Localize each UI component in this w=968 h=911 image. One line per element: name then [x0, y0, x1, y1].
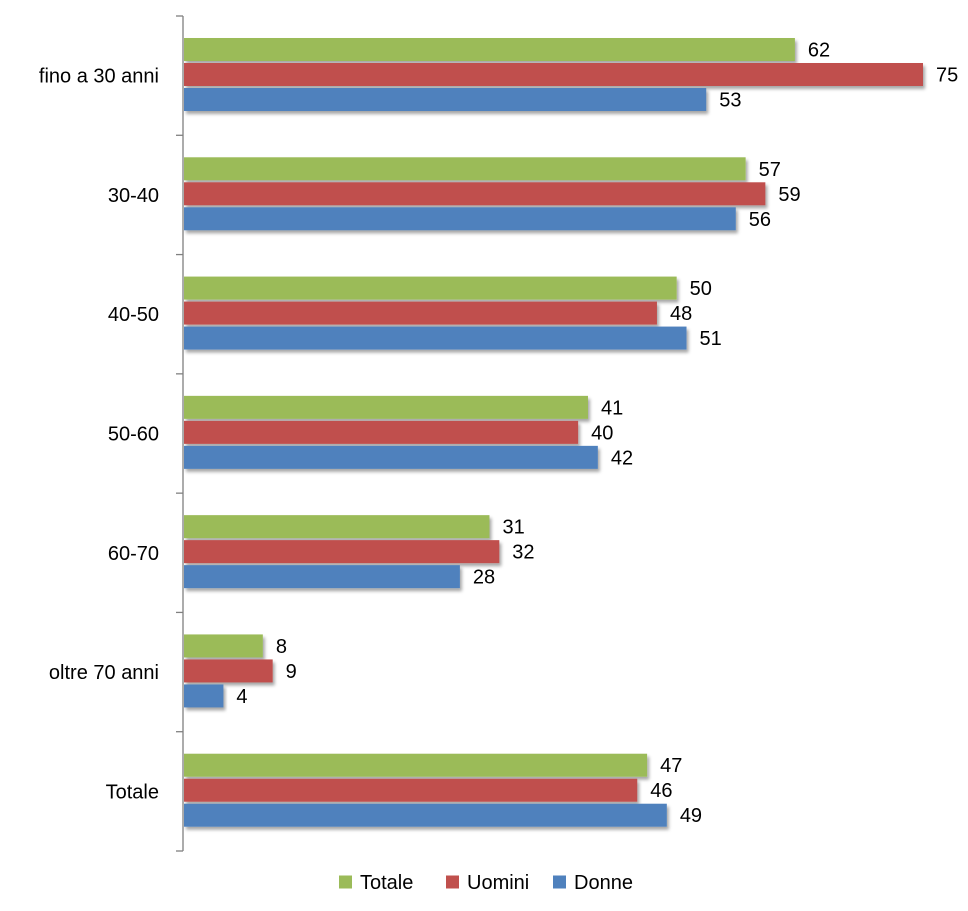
category-axis: fino a 30 anni 30-40 40-50 50-60 60-70 oltre …	[39, 15, 184, 852]
data-label-uomini-60-70: 32	[512, 542, 534, 564]
legend-label-totale: Totale	[360, 872, 413, 894]
data-label-totale-60-70: 31	[502, 517, 524, 539]
bar-donne-40-50	[184, 326, 687, 350]
bar-totale-50-60	[184, 395, 588, 419]
legend-swatch-uomini	[446, 875, 459, 889]
bar-uomini-fino-a-30-anni	[184, 63, 923, 86]
data-label-uomini-totale: 46	[650, 780, 672, 802]
bars-layer	[184, 38, 923, 827]
legend: Totale Uomini Donne	[339, 872, 633, 894]
legend-swatch-totale	[339, 875, 352, 889]
bar-uomini-totale	[184, 778, 638, 802]
bar-uomini-40-50	[184, 301, 657, 325]
bar-uomini-oltre-70-anni	[184, 659, 273, 683]
data-labels: 62 75 53 57 59 56 50 48 51 41 40 42 31 32 28 8 9 4 47 46 49	[236, 40, 958, 828]
bar-uomini-60-70	[184, 540, 500, 564]
bar-totale-totale	[184, 753, 648, 777]
legend-swatch-donne	[553, 875, 566, 889]
data-label-donne-40-50: 51	[700, 328, 722, 350]
data-label-uomini-50-60: 40	[591, 422, 613, 444]
category-label-totale: Totale	[106, 781, 159, 803]
data-label-uomini-30-40: 59	[778, 184, 800, 206]
category-label-50-60: 50-60	[108, 424, 159, 446]
data-label-uomini-fino-a-30-anni: 75	[936, 65, 958, 87]
legend-label-uomini: Uomini	[467, 872, 529, 894]
legend-item-donne: Donne	[553, 872, 633, 894]
data-label-totale-50-60: 41	[601, 397, 623, 419]
bar-donne-oltre-70-anni	[184, 684, 224, 708]
legend-item-uomini: Uomini	[446, 872, 529, 894]
data-label-totale-30-40: 57	[759, 159, 781, 181]
data-label-uomini-40-50: 48	[670, 303, 692, 325]
legend-label-donne: Donne	[574, 872, 633, 894]
data-label-totale-oltre-70-anni: 8	[276, 636, 287, 658]
data-label-totale-totale: 47	[660, 755, 682, 777]
data-label-totale-fino-a-30-anni: 62	[808, 40, 830, 62]
category-label-oltre-70-anni: oltre 70 anni	[49, 662, 159, 684]
data-label-totale-40-50: 50	[690, 278, 712, 300]
bar-donne-50-60	[184, 445, 598, 469]
bar-donne-60-70	[184, 565, 460, 589]
bar-totale-30-40	[184, 157, 746, 181]
data-label-donne-30-40: 56	[749, 209, 771, 231]
bar-donne-fino-a-30-anni	[184, 88, 707, 111]
data-label-donne-totale: 49	[680, 805, 702, 827]
bar-totale-60-70	[184, 515, 490, 539]
bar-donne-30-40	[184, 207, 736, 231]
bar-totale-40-50	[184, 276, 677, 300]
data-label-donne-60-70: 28	[473, 567, 495, 589]
bar-uomini-50-60	[184, 420, 579, 444]
data-label-donne-50-60: 42	[611, 447, 633, 469]
category-label-60-70: 60-70	[108, 543, 159, 565]
category-label-40-50: 40-50	[108, 304, 159, 326]
data-label-uomini-oltre-70-anni: 9	[286, 661, 297, 683]
legend-item-totale: Totale	[339, 872, 413, 894]
bar-totale-oltre-70-anni	[184, 634, 263, 658]
category-label-30-40: 30-40	[108, 185, 159, 207]
data-label-donne-oltre-70-anni: 4	[236, 686, 247, 708]
category-label-fino-a-30-anni: fino a 30 anni	[39, 66, 159, 88]
data-label-donne-fino-a-30-anni: 53	[719, 90, 741, 112]
bar-donne-totale	[184, 803, 667, 827]
bar-totale-fino-a-30-anni	[184, 38, 795, 61]
bar-uomini-30-40	[184, 182, 766, 206]
